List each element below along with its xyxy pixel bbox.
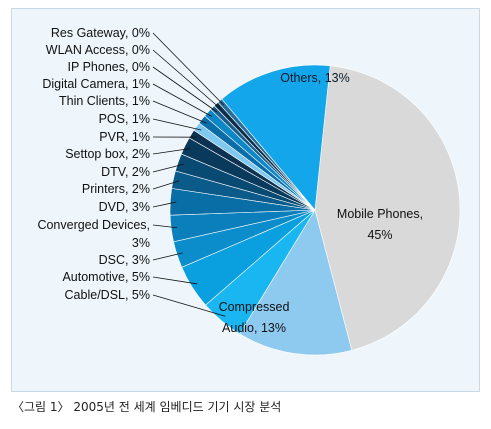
slice-compressed-audio xyxy=(239,209,353,356)
slice-mobile-phones xyxy=(314,65,461,351)
leader-converged-devices xyxy=(152,224,178,229)
leader-automotive xyxy=(152,276,198,285)
leader-ip-phones xyxy=(152,66,217,113)
label-dsc: DSC, 3% xyxy=(99,253,150,267)
leader-pos xyxy=(152,118,202,131)
label-dtv: DTV, 2% xyxy=(101,165,150,179)
label-automotive: Automotive, 5% xyxy=(62,270,150,284)
leader-res-gateway xyxy=(152,32,225,106)
label-dvd: DVD, 3% xyxy=(99,200,150,214)
leader-cable-dsl xyxy=(152,294,226,317)
figure-caption: 〈그림 1〉 2005년 전 세계 임베디드 기기 시장 분석 xyxy=(12,400,282,414)
leader-dsc xyxy=(152,252,183,261)
leader-dvd xyxy=(152,201,177,208)
label-mobile-phones: Mobile Phones, 45% xyxy=(337,207,423,242)
label-res-gateway: Res Gateway, 0% xyxy=(51,26,150,40)
label-wlan-access: WLAN Access, 0% xyxy=(46,43,150,57)
label-others: Others, 13% xyxy=(280,71,349,85)
leader-digital-camera xyxy=(152,83,213,117)
label-pvr: PVR, 1% xyxy=(99,130,150,144)
label-cable-dsl: Cable/DSL, 5% xyxy=(65,288,150,302)
label-ip-phones: IP Phones, 0% xyxy=(68,60,150,74)
label-converged-devices: Converged Devices, 3% xyxy=(37,218,150,250)
leader-settop-box xyxy=(152,148,191,155)
label-thin-clients: Thin Clients, 1% xyxy=(59,94,150,108)
leader-wlan-access xyxy=(152,49,221,109)
leader-dtv xyxy=(152,163,184,173)
leader-printers xyxy=(152,180,180,190)
label-printers: Printers, 2% xyxy=(82,182,150,196)
label-pos: POS, 1% xyxy=(99,112,150,126)
label-settop-box: Settop box, 2% xyxy=(65,147,150,161)
slice-others xyxy=(221,64,331,211)
label-digital-camera: Digital Camera, 1% xyxy=(42,77,150,91)
leader-thin-clients xyxy=(152,100,207,124)
label-compressed-audio: Compressed Audio, 13% xyxy=(219,300,290,335)
